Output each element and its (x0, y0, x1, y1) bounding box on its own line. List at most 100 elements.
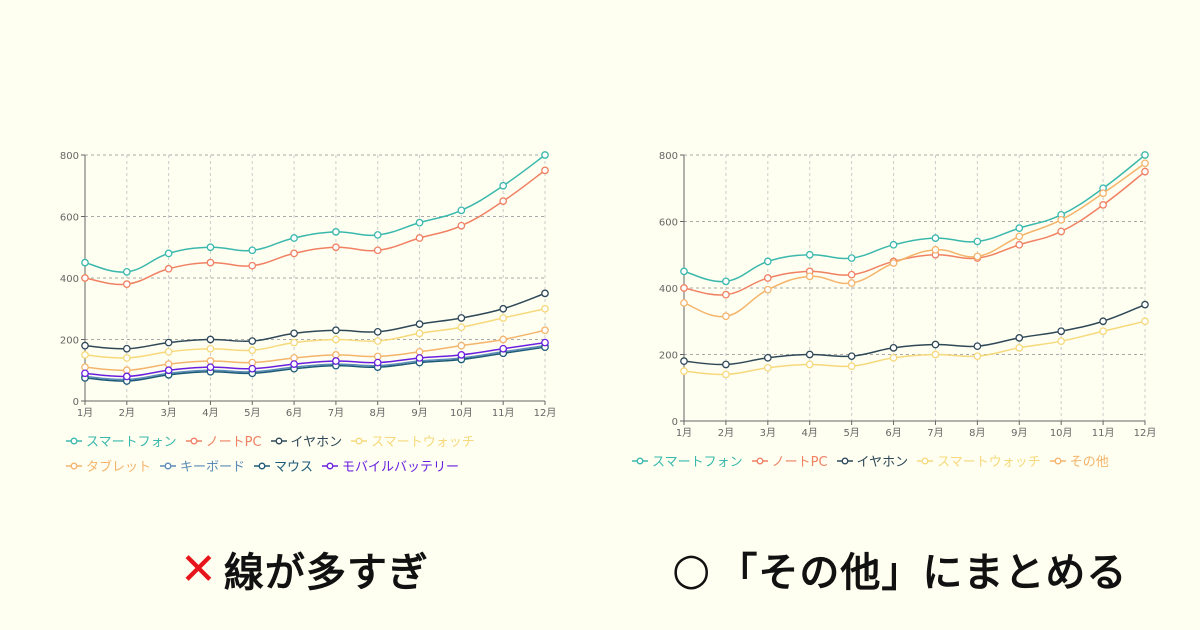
data-point[interactable] (680, 284, 688, 292)
data-point[interactable] (499, 181, 508, 190)
data-point[interactable] (373, 246, 382, 255)
data-point[interactable] (164, 347, 173, 356)
data-point[interactable] (805, 272, 814, 281)
data-point[interactable] (415, 329, 424, 338)
data-point[interactable] (206, 363, 215, 372)
data-point[interactable] (680, 299, 688, 307)
data-point[interactable] (1057, 227, 1066, 236)
data-point[interactable] (415, 218, 424, 227)
data-point[interactable] (1141, 167, 1149, 176)
data-point[interactable] (931, 340, 940, 349)
data-point[interactable] (373, 231, 382, 239)
data-point[interactable] (206, 258, 215, 267)
data-point[interactable] (81, 341, 89, 350)
legend-item[interactable]: スマートフォン (66, 431, 177, 450)
data-point[interactable] (1015, 224, 1024, 232)
data-point[interactable] (122, 344, 131, 353)
data-point[interactable] (973, 352, 982, 361)
data-point[interactable] (680, 367, 688, 375)
data-point[interactable] (457, 221, 466, 230)
data-point[interactable] (973, 237, 982, 246)
data-point[interactable] (499, 314, 508, 322)
data-point[interactable] (805, 350, 814, 359)
data-point[interactable] (457, 341, 466, 350)
data-point[interactable] (1057, 327, 1066, 336)
data-point[interactable] (499, 335, 508, 344)
data-point[interactable] (1099, 201, 1107, 209)
data-point[interactable] (541, 166, 549, 175)
data-point[interactable] (122, 280, 131, 288)
data-point[interactable] (763, 274, 772, 282)
data-point[interactable] (541, 151, 549, 159)
data-point[interactable] (290, 249, 298, 258)
data-point[interactable] (457, 314, 466, 322)
data-point[interactable] (332, 357, 340, 365)
data-point[interactable] (373, 327, 382, 336)
data-point[interactable] (206, 357, 215, 365)
data-point[interactable] (290, 234, 298, 242)
data-point[interactable] (889, 240, 898, 249)
data-point[interactable] (122, 354, 131, 362)
data-point[interactable] (164, 249, 173, 258)
data-point[interactable] (1099, 327, 1107, 336)
data-point[interactable] (415, 354, 424, 362)
data-point[interactable] (373, 337, 382, 345)
data-point[interactable] (847, 279, 856, 287)
data-point[interactable] (415, 347, 424, 356)
data-point[interactable] (373, 358, 382, 367)
data-point[interactable] (763, 257, 772, 266)
data-point[interactable] (847, 254, 856, 262)
data-point[interactable] (680, 267, 688, 276)
data-point[interactable] (122, 372, 131, 381)
data-point[interactable] (499, 197, 508, 205)
data-point[interactable] (541, 338, 549, 347)
data-point[interactable] (1057, 337, 1066, 346)
data-point[interactable] (763, 353, 772, 362)
data-point[interactable] (889, 343, 898, 352)
legend-item[interactable]: スマートウォッチ (917, 451, 1041, 470)
data-point[interactable] (931, 234, 940, 242)
data-point[interactable] (457, 323, 466, 332)
legend-item[interactable]: ノートPC (185, 431, 262, 450)
data-point[interactable] (81, 258, 89, 267)
data-point[interactable] (332, 326, 340, 335)
data-point[interactable] (889, 259, 898, 267)
data-point[interactable] (206, 335, 215, 344)
data-point[interactable] (847, 352, 856, 361)
data-point[interactable] (805, 250, 814, 259)
data-point[interactable] (722, 360, 730, 369)
data-point[interactable] (499, 344, 508, 353)
data-point[interactable] (248, 346, 257, 355)
data-point[interactable] (1141, 317, 1149, 326)
data-point[interactable] (164, 366, 173, 375)
data-point[interactable] (248, 337, 257, 345)
legend-item[interactable]: マウス (254, 456, 313, 475)
legend-item[interactable]: スマートフォン (632, 451, 743, 470)
data-point[interactable] (290, 360, 298, 368)
data-point[interactable] (415, 320, 424, 328)
legend-item[interactable]: イヤホン (270, 431, 342, 450)
data-point[interactable] (1057, 215, 1066, 224)
data-point[interactable] (164, 360, 173, 368)
legend-item[interactable]: ノートPC (751, 451, 828, 470)
data-point[interactable] (541, 289, 549, 298)
data-point[interactable] (332, 335, 340, 344)
data-point[interactable] (457, 351, 466, 359)
data-point[interactable] (290, 338, 298, 347)
data-point[interactable] (81, 369, 89, 378)
data-point[interactable] (889, 353, 898, 362)
data-point[interactable] (931, 350, 940, 359)
data-point[interactable] (373, 352, 382, 361)
data-point[interactable] (81, 363, 89, 372)
data-point[interactable] (164, 264, 173, 273)
data-point[interactable] (722, 370, 730, 379)
data-point[interactable] (805, 360, 814, 369)
data-point[interactable] (206, 344, 215, 353)
data-point[interactable] (1015, 232, 1024, 241)
data-point[interactable] (81, 351, 89, 359)
data-point[interactable] (931, 245, 940, 254)
data-point[interactable] (973, 252, 982, 261)
legend-item[interactable]: キーボード (160, 456, 245, 475)
data-point[interactable] (290, 354, 298, 362)
data-point[interactable] (248, 364, 257, 373)
